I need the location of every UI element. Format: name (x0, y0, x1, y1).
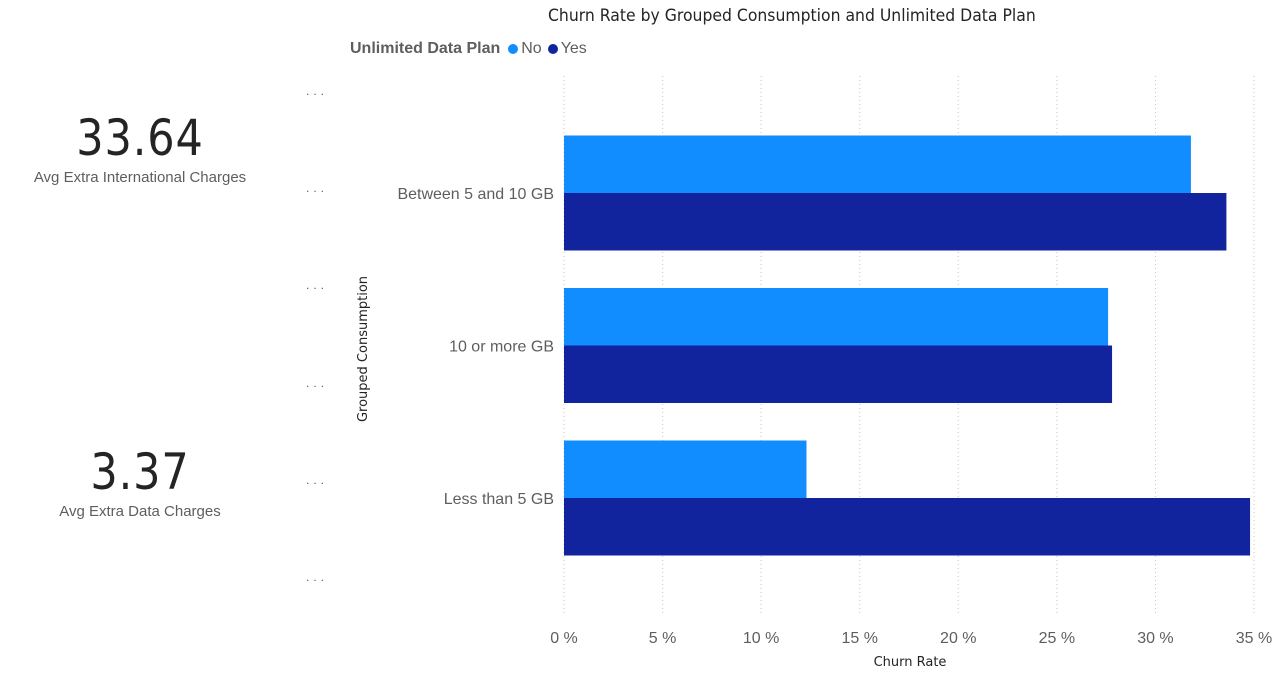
chart-title: Churn Rate by Grouped Consumption and Un… (548, 6, 1036, 26)
bar-no[interactable] (564, 440, 807, 499)
more-options-icon[interactable]: ... (306, 376, 329, 390)
bar-yes[interactable] (564, 345, 1113, 404)
x-tick-label: 20 % (940, 630, 976, 647)
x-tick-labels: 0 % 5 % 10 % 15 % 20 % 25 % 30 % 35 % (550, 630, 1272, 647)
kpi-card-intl-charges: 33.64 Avg Extra International Charges (20, 113, 260, 186)
category-label: Less than 5 GB (444, 491, 554, 508)
more-options-icon[interactable]: ... (306, 473, 329, 487)
more-options-icon[interactable]: ... (306, 181, 329, 195)
bars (564, 135, 1251, 556)
kpi-label: Avg Extra Data Charges (59, 503, 221, 520)
y-axis-title: Grouped Consumption (356, 276, 371, 422)
more-options-icon[interactable]: ... (306, 278, 329, 292)
category-label: Between 5 and 10 GB (397, 186, 554, 203)
x-tick-label: 15 % (841, 630, 877, 647)
bar-no[interactable] (564, 135, 1191, 194)
bar-yes[interactable] (564, 498, 1251, 556)
category-label: 10 or more GB (449, 339, 554, 356)
kpi-value: 3.37 (90, 443, 190, 501)
x-axis-title: Churn Rate (874, 655, 947, 670)
kpi-label: Avg Extra International Charges (33, 169, 247, 186)
more-options-icon[interactable]: ... (306, 570, 329, 584)
legend-marker (547, 44, 558, 54)
x-tick-label: 0 % (550, 630, 578, 647)
x-tick-label: 25 % (1039, 630, 1075, 647)
legend-label: No (521, 40, 542, 57)
x-tick-label: 30 % (1137, 630, 1173, 647)
legend-item-no[interactable]: No (508, 40, 542, 58)
x-tick-label: 10 % (743, 630, 779, 647)
chart-legend: Unlimited Data Plan No Yes (350, 40, 593, 58)
bar-yes[interactable] (564, 193, 1227, 251)
more-options-icon[interactable]: ... (306, 84, 329, 98)
category-labels: Between 5 and 10 GB 10 or more GB Less tha… (397, 186, 554, 508)
legend-label: Yes (560, 40, 587, 57)
bar-no[interactable] (564, 288, 1109, 346)
kpi-card-data-charges: 3.37 Avg Extra Data Charges (20, 447, 260, 520)
kpi-value: 33.64 (76, 109, 204, 167)
legend-item-yes[interactable]: Yes (547, 40, 587, 58)
legend-title: Unlimited Data Plan (350, 40, 501, 57)
x-tick-label: 5 % (649, 630, 677, 647)
legend-marker (508, 44, 519, 54)
x-tick-label: 35 % (1236, 630, 1272, 647)
